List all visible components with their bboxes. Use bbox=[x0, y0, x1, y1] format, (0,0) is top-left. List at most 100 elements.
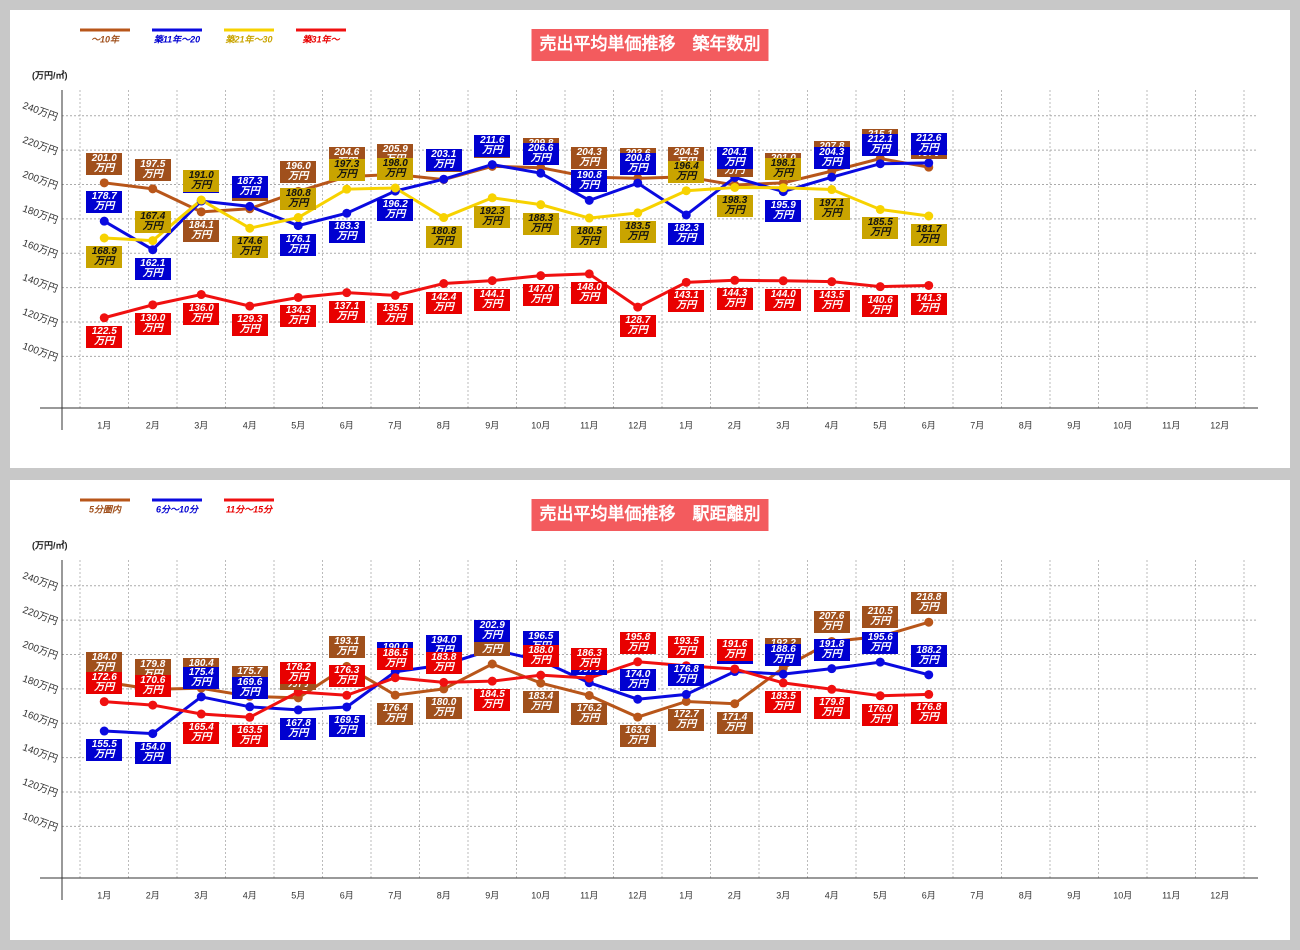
data-label: 162.1万円 bbox=[134, 257, 171, 280]
data-label: 195.6万円 bbox=[862, 632, 899, 655]
data-point bbox=[293, 292, 303, 302]
data-label: 144.3万円 bbox=[716, 288, 753, 311]
data-label: 168.9万円 bbox=[86, 245, 123, 268]
data-label: 179.8万円 bbox=[813, 697, 850, 720]
data-point bbox=[875, 657, 885, 667]
data-point bbox=[342, 702, 352, 712]
x-tick-label: 2月 bbox=[728, 890, 742, 900]
data-point bbox=[487, 193, 497, 203]
y-tick-label: 140万円 bbox=[21, 742, 59, 765]
data-label: 176.0万円 bbox=[862, 703, 899, 726]
chart-panel: 売出平均単価推移 築年数別 〜10年 築11年〜20 築21年〜30 築31年〜 (万円/… bbox=[10, 10, 1290, 468]
data-label: 169.6万円 bbox=[231, 676, 268, 699]
data-label: 176.8万円 bbox=[910, 702, 947, 725]
data-point bbox=[439, 213, 449, 223]
data-point bbox=[924, 617, 934, 627]
y-tick-label: 120万円 bbox=[21, 307, 59, 330]
y-tick-label: 200万円 bbox=[21, 169, 59, 192]
data-point bbox=[245, 702, 255, 712]
x-tick-label: 6月 bbox=[922, 890, 936, 900]
data-label: 198.0万円 bbox=[377, 157, 414, 180]
data-label: 191.8万円 bbox=[813, 638, 850, 661]
data-point bbox=[778, 276, 788, 286]
legend-label: 築11年〜20 bbox=[154, 34, 200, 44]
data-label: 196.0万円 bbox=[280, 161, 317, 184]
data-point bbox=[730, 182, 740, 192]
data-point bbox=[487, 676, 497, 686]
x-tick-label: 5月 bbox=[873, 890, 887, 900]
data-label: 193.5万円 bbox=[668, 635, 705, 658]
data-point bbox=[924, 158, 934, 168]
title-box bbox=[531, 499, 769, 531]
data-point bbox=[439, 684, 449, 694]
data-label: 172.6万円 bbox=[86, 671, 123, 694]
data-point bbox=[633, 178, 643, 188]
x-tick-label: 2月 bbox=[146, 420, 160, 430]
data-point bbox=[778, 183, 788, 193]
x-tick-label: 5月 bbox=[873, 420, 887, 430]
y-tick-label: 220万円 bbox=[21, 135, 59, 158]
data-label: 140.6万円 bbox=[862, 294, 899, 317]
y-tick-label: 180万円 bbox=[21, 674, 59, 697]
data-label: 201.0万円 bbox=[86, 152, 123, 175]
y-tick-label: 220万円 bbox=[21, 605, 59, 628]
series-line bbox=[103, 272, 929, 320]
data-point bbox=[390, 183, 400, 193]
x-tick-label: 12月 bbox=[628, 890, 647, 900]
data-point bbox=[924, 280, 934, 290]
data-point bbox=[148, 184, 158, 194]
x-tick-label: 6月 bbox=[340, 420, 354, 430]
data-point bbox=[875, 282, 885, 292]
y-tick-label: 240万円 bbox=[21, 100, 59, 123]
data-label: 186.5万円 bbox=[377, 647, 414, 670]
x-tick-label: 8月 bbox=[1019, 890, 1033, 900]
data-label: 148.0万円 bbox=[571, 281, 608, 304]
data-point bbox=[245, 301, 255, 311]
legend-label: 5分圏内 bbox=[89, 504, 122, 514]
legend-label: 6分〜10分 bbox=[156, 504, 199, 514]
data-point bbox=[293, 221, 303, 231]
data-label: 167.4万円 bbox=[134, 210, 171, 233]
x-tick-label: 9月 bbox=[485, 420, 499, 430]
legend-label: 〜10年 bbox=[91, 34, 121, 44]
data-point bbox=[584, 673, 594, 683]
data-point bbox=[875, 691, 885, 701]
data-point bbox=[778, 669, 788, 679]
x-tick-label: 11月 bbox=[1162, 890, 1180, 900]
data-label: 184.0万円 bbox=[86, 652, 123, 675]
x-tick-label: 4月 bbox=[825, 420, 839, 430]
data-label: 154.0万円 bbox=[134, 741, 171, 764]
series-line bbox=[104, 157, 930, 214]
data-point bbox=[148, 729, 158, 739]
data-point bbox=[730, 275, 740, 285]
y-tick-label: 100万円 bbox=[21, 811, 59, 834]
data-point bbox=[148, 300, 158, 310]
data-point bbox=[536, 200, 546, 210]
data-label: 207.6万円 bbox=[813, 611, 850, 634]
data-label: 188.3万円 bbox=[522, 212, 559, 235]
data-point bbox=[778, 678, 788, 688]
data-point bbox=[633, 302, 643, 312]
y-tick-label: 140万円 bbox=[21, 272, 59, 295]
data-label: 176.3万円 bbox=[328, 665, 365, 688]
data-point bbox=[99, 726, 109, 736]
data-point bbox=[148, 236, 158, 246]
data-label: 196.4万円 bbox=[668, 160, 705, 183]
x-tick-label: 3月 bbox=[194, 420, 208, 430]
data-point bbox=[633, 657, 643, 667]
data-point bbox=[99, 313, 109, 323]
data-label: 182.3万円 bbox=[668, 222, 705, 245]
series-line bbox=[104, 660, 929, 719]
data-point bbox=[681, 277, 691, 287]
x-tick-label: 8月 bbox=[1019, 420, 1033, 430]
y-axis-label: (万円/㎡) bbox=[32, 539, 68, 550]
data-point bbox=[293, 213, 303, 223]
x-tick-label: 1月 bbox=[97, 420, 111, 430]
x-tick-label: 1月 bbox=[97, 890, 111, 900]
data-point bbox=[148, 245, 158, 255]
data-label: 163.6万円 bbox=[619, 725, 656, 748]
data-label: 188.0万円 bbox=[522, 645, 559, 668]
data-label: 181.7万円 bbox=[910, 223, 947, 246]
data-label: 183.3万円 bbox=[328, 221, 365, 244]
data-label: 206.6万円 bbox=[522, 143, 559, 166]
